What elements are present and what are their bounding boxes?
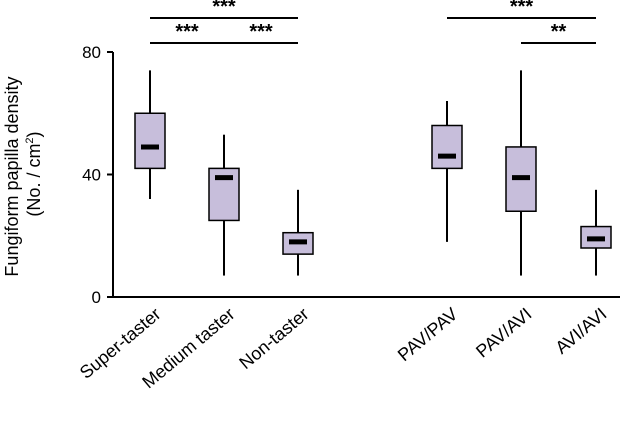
- y-tick-label: 0: [92, 288, 101, 307]
- y-axis-title-line2-end: ): [24, 131, 44, 137]
- box: [134, 112, 166, 170]
- category-label: PAV/AVI: [472, 304, 535, 362]
- y-axis-title-line2-start: (No. / cm: [24, 144, 44, 217]
- significance-label: ***: [249, 21, 273, 43]
- y-tick-label: 80: [82, 43, 101, 62]
- significance-label: ***: [510, 0, 534, 18]
- category-label: AVI/AVI: [551, 304, 610, 358]
- significance-label: **: [551, 21, 567, 43]
- axes: [112, 52, 620, 298]
- category-label: Non-taster: [235, 304, 312, 373]
- significance-label: ***: [212, 0, 236, 18]
- y-axis-title-sup: 2: [24, 137, 36, 143]
- significance-label: ***: [175, 21, 199, 43]
- box: [431, 124, 463, 170]
- boxes: [134, 70, 612, 276]
- category-label: PAV/PAV: [394, 304, 462, 365]
- y-axis-title-line1: Fungiform papilla density: [2, 76, 22, 276]
- significance-brackets: ****** ********: [150, 0, 596, 44]
- y-tick-label: 40: [82, 166, 101, 185]
- y-axis-title-line2: (No. / cm2): [24, 131, 44, 216]
- y-axis-title: Fungiform papilla density (No. / cm2): [2, 71, 44, 276]
- y-ticks: 0 40 80: [82, 43, 113, 307]
